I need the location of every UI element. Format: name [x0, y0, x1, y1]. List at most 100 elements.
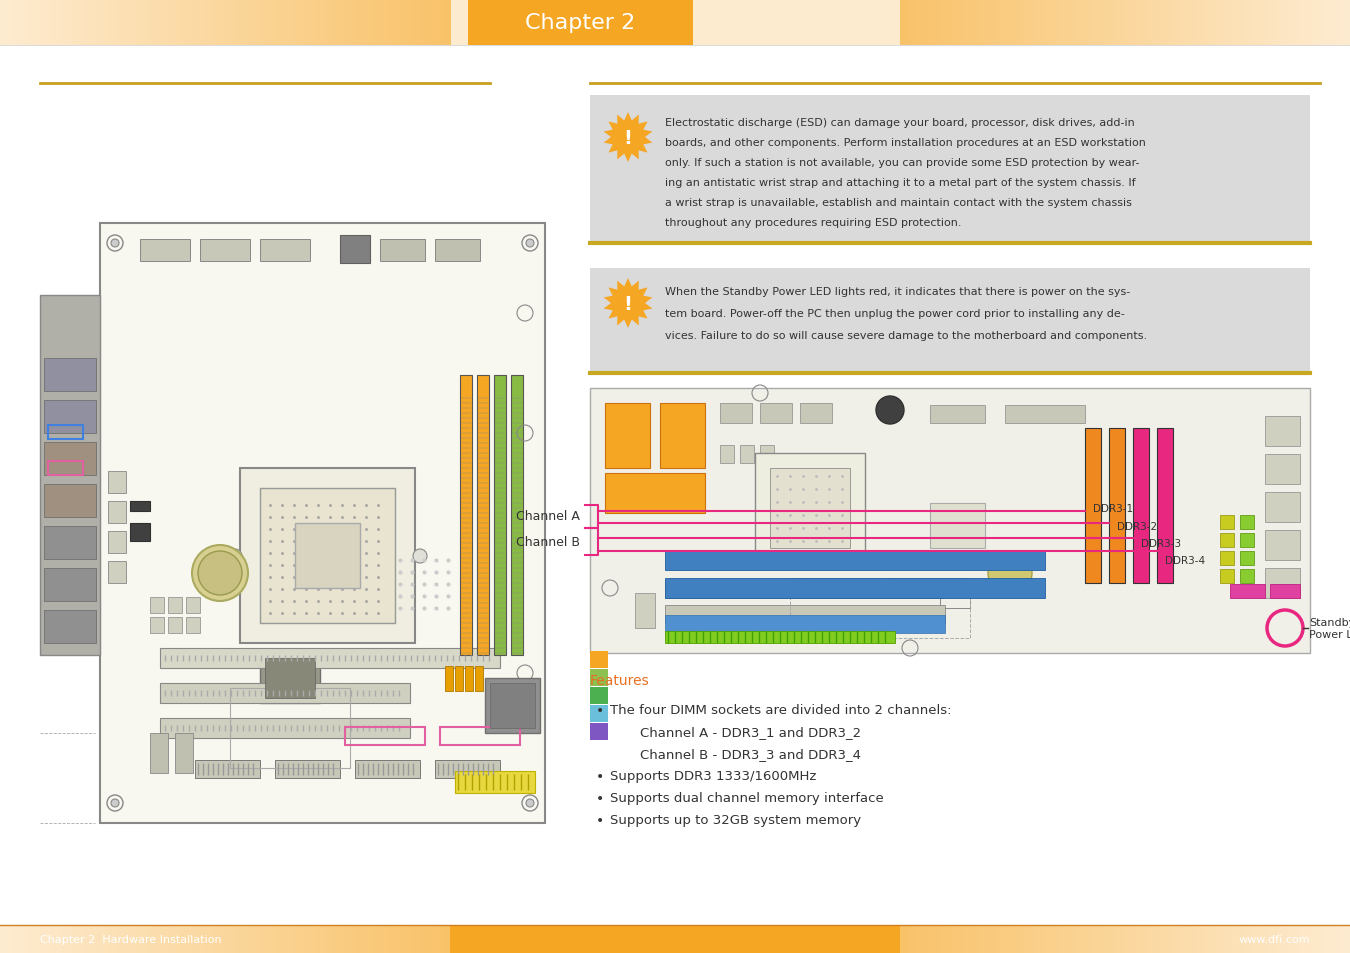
Bar	[634, 594, 655, 628]
Bar	[940, 583, 971, 608]
Bar	[286, 925, 293, 953]
Bar	[1243, 925, 1250, 953]
Bar	[167, 598, 182, 614]
Bar	[1164, 925, 1170, 953]
Bar	[410, 925, 417, 953]
Bar	[108, 501, 126, 523]
Bar	[11, 0, 18, 46]
Bar	[265, 659, 315, 699]
Bar	[73, 925, 80, 953]
Bar	[45, 484, 96, 517]
Bar	[382, 925, 389, 953]
Bar	[11, 925, 18, 953]
Bar	[930, 503, 986, 548]
Text: Channel B - DDR3_3 and DDR3_4: Channel B - DDR3_3 and DDR3_4	[640, 747, 861, 760]
Bar	[39, 0, 46, 46]
Bar	[1241, 569, 1254, 583]
Bar	[1249, 0, 1256, 46]
Bar	[275, 0, 282, 46]
Bar	[755, 454, 865, 563]
Bar	[23, 925, 30, 953]
Bar	[197, 925, 204, 953]
Bar	[934, 0, 941, 46]
Bar	[1181, 0, 1188, 46]
Bar	[922, 0, 929, 46]
Bar	[1231, 925, 1238, 953]
Text: Supports up to 32GB system memory: Supports up to 32GB system memory	[610, 813, 861, 826]
Bar	[1322, 925, 1328, 953]
Bar	[1057, 925, 1064, 953]
Bar	[265, 0, 271, 46]
Bar	[1046, 925, 1053, 953]
Bar	[231, 925, 238, 953]
Text: DDR3-3: DDR3-3	[1141, 538, 1181, 548]
Bar	[1192, 925, 1199, 953]
Bar	[146, 0, 153, 46]
Bar	[917, 925, 923, 953]
Bar	[108, 532, 126, 554]
Bar	[1080, 925, 1087, 953]
Bar	[1282, 0, 1289, 46]
Bar	[1119, 0, 1126, 46]
Bar	[1176, 0, 1183, 46]
Bar	[1137, 0, 1143, 46]
Bar	[1029, 925, 1035, 953]
Bar	[1220, 0, 1227, 46]
Bar	[112, 925, 119, 953]
Bar	[5, 925, 12, 953]
Bar	[605, 403, 649, 469]
Bar	[956, 0, 963, 46]
Bar	[208, 925, 215, 953]
Bar	[1170, 925, 1177, 953]
Bar	[1277, 925, 1284, 953]
Bar	[1041, 0, 1048, 46]
Bar	[1085, 429, 1102, 583]
Bar	[950, 925, 957, 953]
Bar	[34, 925, 40, 953]
Bar	[78, 925, 85, 953]
Bar	[1170, 0, 1177, 46]
Bar	[124, 925, 131, 953]
Bar	[366, 0, 373, 46]
Bar	[23, 0, 30, 46]
Text: throughout any procedures requiring ESD protection.: throughout any procedures requiring ESD …	[666, 218, 961, 228]
Bar	[416, 0, 423, 46]
Bar	[1311, 0, 1318, 46]
Text: DDR3-4: DDR3-4	[1165, 556, 1206, 565]
Bar	[1158, 925, 1165, 953]
Bar	[760, 403, 792, 423]
Bar	[150, 598, 163, 614]
Bar	[230, 688, 350, 768]
Bar	[130, 0, 136, 46]
Bar	[108, 472, 126, 494]
Bar	[28, 925, 35, 953]
Bar	[666, 631, 895, 643]
Bar	[0, 0, 1350, 46]
Bar	[1241, 516, 1254, 530]
Bar	[185, 0, 192, 46]
Bar	[1103, 0, 1110, 46]
Text: Chapter 2  Hardware Installation: Chapter 2 Hardware Installation	[40, 934, 221, 944]
Bar	[167, 618, 182, 634]
Bar	[394, 925, 401, 953]
Bar	[348, 0, 355, 46]
Bar	[90, 0, 97, 46]
Bar	[968, 0, 975, 46]
Bar	[1080, 0, 1087, 46]
Bar	[343, 925, 350, 953]
Bar	[660, 403, 705, 469]
Bar	[1125, 925, 1131, 953]
Bar	[1108, 429, 1125, 583]
Bar	[961, 925, 968, 953]
Bar	[979, 0, 986, 46]
Bar	[1226, 925, 1233, 953]
Bar	[1052, 0, 1058, 46]
Text: Chapter 2: Chapter 2	[525, 13, 636, 33]
Bar	[101, 0, 108, 46]
Bar	[259, 925, 266, 953]
Bar	[174, 925, 181, 953]
Bar	[1091, 0, 1098, 46]
Bar	[1069, 925, 1076, 953]
Bar	[1035, 0, 1042, 46]
Bar	[1018, 925, 1025, 953]
